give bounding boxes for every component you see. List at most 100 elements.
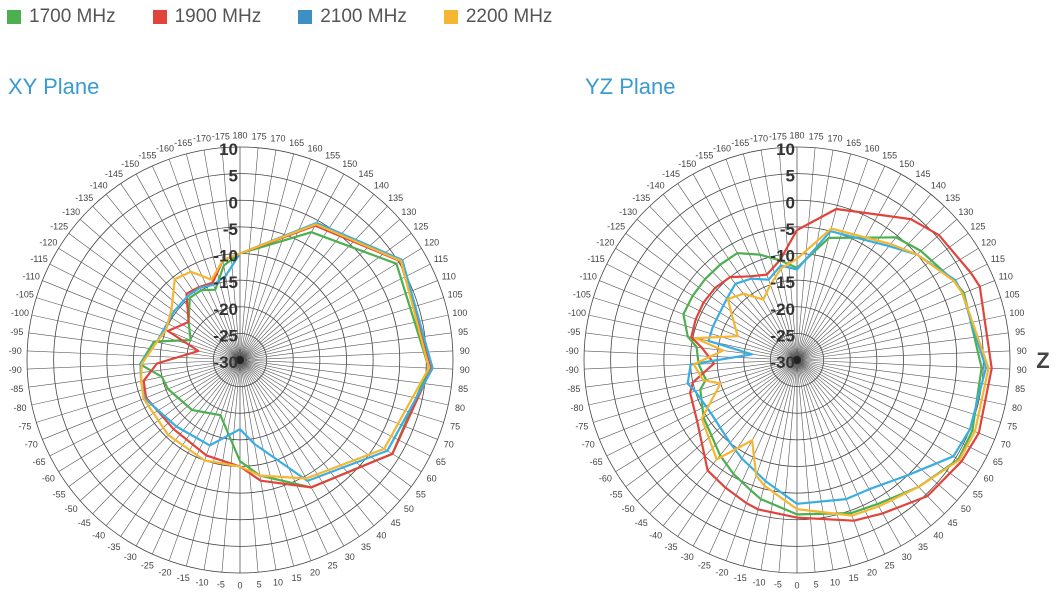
angle-tick-label: -15 (177, 573, 190, 583)
grid-spoke (796, 153, 851, 361)
angle-tick-label: 5 (814, 580, 819, 590)
angle-tick-label: -135 (75, 193, 93, 203)
grid-spoke (42, 280, 241, 361)
angle-tick-label: -85 (567, 384, 580, 394)
angle-tick-label: 15 (849, 573, 859, 583)
radial-tick-label: -25 (213, 326, 238, 345)
grid-spoke (36, 297, 241, 361)
grid-spoke (239, 165, 329, 361)
grid-spoke (593, 297, 798, 361)
grid-spoke (796, 359, 834, 570)
xy-plane-chart: 0 5 10 152025303540455055606570758085909095… (9, 131, 470, 591)
angle-tick-label: 130 (958, 207, 973, 217)
angle-tick-label: 35 (361, 542, 371, 552)
grid-spoke (636, 219, 798, 361)
grid-spoke (606, 263, 798, 361)
grid-spoke (31, 314, 241, 361)
radial-tick-label: -5 (780, 220, 795, 239)
angle-tick-label: -85 (10, 384, 23, 394)
yz-plane-title: YZ Plane (585, 74, 676, 99)
grid-spoke (796, 332, 1009, 361)
grid-spoke (796, 219, 958, 361)
angle-tick-label: 40 (376, 531, 386, 541)
angle-tick-label: 165 (289, 138, 304, 148)
radial-tick-label: -10 (213, 247, 238, 266)
angle-tick-label: 35 (918, 542, 928, 552)
angle-tick-label: -140 (90, 180, 108, 190)
angle-tick-label: -135 (632, 193, 650, 203)
angle-tick-label: -75 (575, 421, 588, 431)
angle-tick-label: 150 (342, 159, 357, 169)
center-dot (236, 356, 244, 364)
angle-tick-label: 95 (458, 327, 468, 337)
angle-tick-label: 120 (424, 238, 439, 248)
angle-tick-label: 115 (434, 254, 448, 264)
angle-tick-label: -55 (610, 489, 623, 499)
angle-tick-label: -125 (50, 222, 68, 232)
grid-spoke (239, 359, 401, 501)
radial-tick-label: -20 (770, 300, 795, 319)
angle-tick-label: 170 (828, 134, 843, 144)
angle-tick-label: -50 (622, 504, 635, 514)
grid-spoke (796, 206, 945, 361)
angle-tick-label: -120 (39, 238, 57, 248)
angle-tick-label: 140 (931, 180, 946, 190)
grid-spoke (239, 359, 259, 573)
angle-tick-label: 110 (999, 272, 1013, 282)
grid-spoke (239, 150, 277, 361)
legend-label: 2200 MHz (465, 6, 553, 27)
grid-spoke (49, 263, 241, 361)
angle-tick-label: -160 (713, 143, 731, 153)
legend-label: 1700 MHz (29, 6, 116, 27)
angle-tick-label: -70 (25, 439, 38, 449)
angle-tick-label: 80 (455, 403, 465, 413)
angle-tick-label: -20 (716, 568, 729, 578)
angle-tick-label: -20 (159, 568, 172, 578)
grid-spoke (58, 359, 241, 472)
angle-tick-label: -130 (62, 207, 80, 217)
grid-spoke (239, 359, 438, 440)
series-line-1700-mhz (682, 236, 983, 516)
angle-tick-label: -90 (566, 365, 579, 375)
angle-tick-label: 55 (416, 489, 426, 499)
angle-tick-label: 50 (404, 504, 414, 514)
grid-spoke (796, 183, 917, 361)
angle-tick-label: -90 (566, 346, 579, 356)
grid-spoke (239, 359, 277, 570)
angle-tick-label: -5 (774, 580, 782, 590)
angle-tick-label: 85 (1015, 384, 1025, 394)
grid-spoke (677, 183, 798, 361)
angle-tick-label: -105 (16, 290, 34, 300)
grid-spoke (778, 359, 798, 573)
angle-tick-label: 90 (1017, 365, 1027, 375)
angle-tick-label: -150 (678, 159, 696, 169)
grid-spoke (599, 280, 798, 361)
angle-tick-label: 115 (991, 254, 1005, 264)
grid-spoke (28, 359, 241, 388)
grid-spoke (615, 359, 798, 472)
angle-tick-label: -170 (750, 134, 768, 144)
angle-tick-label: 20 (867, 568, 877, 578)
grid-spoke (92, 206, 241, 361)
grid-spoke (796, 359, 945, 514)
grid-spoke (135, 359, 241, 547)
legend-item-1900: 1900 MHz (152, 6, 261, 28)
grid-spoke (796, 359, 869, 561)
grid-spoke (239, 183, 360, 361)
angle-tick-label: 75 (1007, 421, 1017, 431)
angle-tick-label: 0 (237, 581, 242, 591)
grid-spoke (239, 280, 438, 361)
angle-tick-label: 75 (450, 421, 460, 431)
angle-tick-label: 90 (1017, 346, 1027, 356)
grid-spoke (239, 314, 449, 361)
angle-tick-label: -90 (9, 365, 22, 375)
grid-spoke (79, 219, 241, 361)
grid-spoke (585, 332, 798, 361)
angle-tick-label: 25 (328, 561, 338, 571)
radial-tick-label: -15 (770, 273, 795, 292)
grid-spoke (796, 359, 995, 440)
angle-tick-label: 10 (273, 577, 283, 587)
angle-tick-label: 95 (1015, 327, 1025, 337)
angle-tick-label: 10 (830, 577, 840, 587)
angle-tick-label: 125 (413, 222, 428, 232)
